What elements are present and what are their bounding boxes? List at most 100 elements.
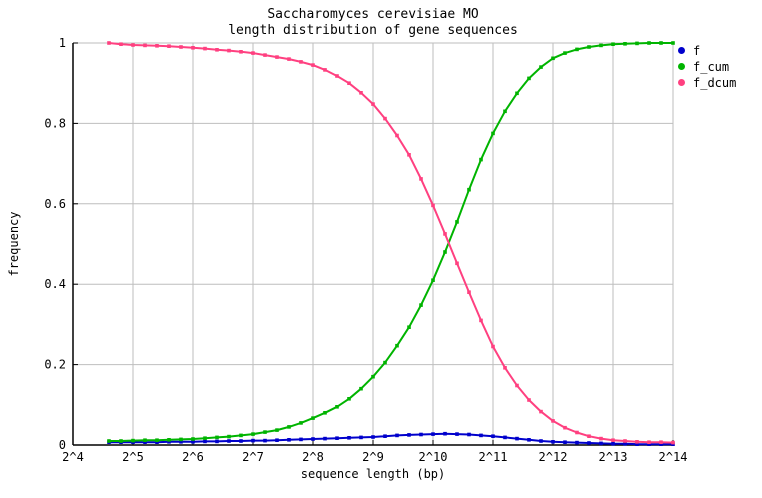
series-marker-f_cum xyxy=(335,405,339,409)
series-marker-f_cum xyxy=(299,421,303,425)
series-marker-f xyxy=(419,432,423,437)
series-marker-f xyxy=(383,434,387,438)
legend-label: f_cum xyxy=(693,59,730,74)
series-marker-f_cum xyxy=(251,432,255,436)
series-marker-f_dcum xyxy=(515,383,519,388)
series-marker-f_cum xyxy=(179,437,183,442)
series-marker-f xyxy=(203,439,207,444)
x-tick-label: 2^7 xyxy=(242,450,264,464)
series-marker-f xyxy=(215,439,219,444)
series-marker-f xyxy=(431,432,435,436)
series-marker-f_dcum xyxy=(407,153,411,157)
series-marker-f xyxy=(659,442,663,446)
series-marker-f_cum xyxy=(155,438,159,442)
series-marker-f_cum xyxy=(383,360,387,365)
legend-marker-icon xyxy=(678,79,685,86)
series-marker-f xyxy=(323,436,327,441)
x-tick-label: 2^5 xyxy=(122,450,144,464)
series-marker-f_cum xyxy=(263,430,267,434)
series-marker-f_dcum xyxy=(635,440,639,444)
series-marker-f_cum xyxy=(119,439,123,443)
series-marker-f xyxy=(155,440,159,444)
series-marker-f_cum xyxy=(419,303,423,307)
series-marker-f xyxy=(227,439,231,443)
series-marker-f xyxy=(539,439,543,443)
series-marker-f_dcum xyxy=(203,46,207,51)
x-tick-label: 2^13 xyxy=(599,450,628,464)
series-line-f xyxy=(109,432,673,446)
series-marker-f_dcum xyxy=(599,436,603,441)
series-marker-f_cum xyxy=(659,41,663,45)
y-tick-label: 0.4 xyxy=(44,277,66,291)
series-marker-f_dcum xyxy=(431,203,435,208)
series-marker-f xyxy=(479,433,483,438)
series-marker-f xyxy=(467,432,471,437)
series-marker-f_dcum xyxy=(503,366,507,370)
series-marker-f_dcum xyxy=(263,53,267,57)
series-marker-f xyxy=(179,440,183,444)
series-marker-f_dcum xyxy=(347,81,351,85)
series-marker-f_cum xyxy=(395,343,399,348)
series-marker-f_dcum xyxy=(467,290,471,294)
series-marker-f_cum xyxy=(239,433,243,438)
series-line-f_cum xyxy=(109,42,673,442)
series-marker-f_cum xyxy=(467,187,471,192)
x-tick-label: 2^14 xyxy=(659,450,688,464)
y-tick-label: 1 xyxy=(59,36,66,50)
series-marker-f_cum xyxy=(611,42,615,46)
series-marker-f_dcum xyxy=(491,344,495,349)
series-marker-f_dcum xyxy=(371,102,375,106)
series-marker-f_cum xyxy=(215,435,219,440)
series-marker-f_dcum xyxy=(539,409,543,414)
series-marker-f_dcum xyxy=(623,439,627,443)
series-marker-f xyxy=(395,433,399,438)
series-marker-f xyxy=(287,438,291,442)
series-marker-f_cum xyxy=(527,76,531,81)
y-tick-label: 0.6 xyxy=(44,197,66,211)
series-marker-f xyxy=(335,436,339,440)
series-marker-f_cum xyxy=(563,51,567,55)
series-marker-f_cum xyxy=(503,109,507,114)
series-marker-f xyxy=(347,436,351,440)
series-marker-f_dcum xyxy=(659,440,663,444)
series-marker-f xyxy=(563,440,567,444)
series-marker-f_cum xyxy=(359,386,363,391)
series-marker-f_cum xyxy=(647,41,651,45)
series-marker-f_cum xyxy=(515,91,519,96)
y-tick-label: 0.8 xyxy=(44,116,66,130)
series-marker-f_cum xyxy=(323,411,327,415)
series-marker-f xyxy=(575,440,579,445)
series-marker-f_cum xyxy=(455,220,459,224)
x-axis-label: sequence length (bp) xyxy=(300,467,446,481)
series-marker-f_dcum xyxy=(443,232,447,236)
series-marker-f_cum xyxy=(227,434,231,439)
series-marker-f xyxy=(551,440,555,444)
x-tick-label: 2^9 xyxy=(362,450,384,464)
series-marker-f_cum xyxy=(143,438,147,442)
series-marker-f_dcum xyxy=(551,419,555,423)
series-marker-f_cum xyxy=(275,428,279,432)
series-marker-f_dcum xyxy=(119,42,123,46)
series-marker-f_cum xyxy=(287,425,291,429)
series-marker-f_dcum xyxy=(383,116,387,121)
series-marker-f_dcum xyxy=(479,318,483,323)
series-marker-f_dcum xyxy=(359,91,363,95)
y-tick-label: 0 xyxy=(59,438,66,452)
series-marker-f_dcum xyxy=(215,48,219,52)
series-line-f_dcum xyxy=(108,42,674,444)
series-marker-f_dcum xyxy=(131,43,135,47)
legend-label: f_dcum xyxy=(693,75,737,90)
series-marker-f_dcum xyxy=(647,440,651,444)
series-marker-f_dcum xyxy=(311,63,315,67)
series-marker-f_dcum xyxy=(179,45,183,49)
chart-title-line2: length distribution of gene sequences xyxy=(228,23,518,38)
series-marker-f_dcum xyxy=(587,434,591,438)
series-marker-f_dcum xyxy=(275,55,279,59)
series-marker-f_dcum xyxy=(107,41,111,45)
series-marker-f_cum xyxy=(599,43,603,48)
series-marker-f_cum xyxy=(371,374,375,379)
series-marker-f_dcum xyxy=(527,398,531,402)
series-marker-f_dcum xyxy=(155,44,159,48)
series-marker-f_cum xyxy=(167,438,171,442)
series-marker-f_cum xyxy=(443,250,447,254)
